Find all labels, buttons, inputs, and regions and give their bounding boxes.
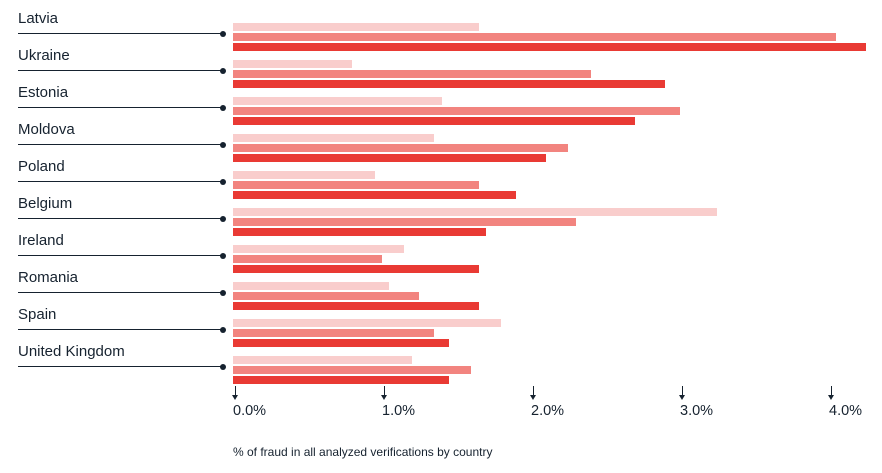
country-label-spain: Spain [18,306,57,323]
x-tick-label-1: 1.0% [382,403,416,419]
chart-caption: % of fraud in all analyzed verifications… [233,445,493,459]
leader-dot-united-kingdom [220,363,226,370]
bar-series-3-red-ukraine [233,80,666,88]
leader-dot-spain [220,326,226,333]
bar-series-3-red-romania [233,302,479,310]
bar-series-2-medium-estonia [233,107,680,115]
leader-line-poland [18,181,223,182]
leader-dot-romania [220,289,226,296]
x-tick-label-4: 4.0% [829,403,863,419]
bar-series-2-medium-romania [233,292,420,300]
leader-line-moldova [18,144,223,145]
tick-down-arrow-stem [532,386,534,396]
tick-down-arrow-stem [681,386,683,396]
tick-down-arrow-stem [383,386,385,396]
country-label-latvia: Latvia [18,10,59,27]
country-label-ukraine: Ukraine [18,47,70,64]
bar-series-2-medium-ireland [233,255,382,263]
bar-series-2-medium-moldova [233,144,569,152]
bar-series-3-red-moldova [233,154,546,162]
bar-series-1-light-belgium [233,208,718,216]
bar-series-2-medium-latvia [233,33,837,41]
bar-series-3-red-spain [233,339,450,347]
bar-series-1-light-moldova [233,134,435,142]
bar-series-2-medium-united-kingdom [233,366,472,374]
leader-dot-poland [220,178,226,185]
country-label-poland: Poland [18,158,65,175]
leader-dot-belgium [220,215,226,222]
bar-series-2-medium-ukraine [233,70,591,78]
bar-series-1-light-spain [233,319,502,327]
country-label-united-kingdom: United Kingdom [18,343,125,360]
bar-series-2-medium-belgium [233,218,576,226]
leader-line-united-kingdom [18,366,223,367]
country-label-ireland: Ireland [18,232,64,249]
bar-series-3-red-latvia [233,43,867,51]
leader-dot-ireland [220,252,226,259]
leader-dot-latvia [220,30,226,37]
bar-series-2-medium-spain [233,329,435,337]
bar-series-1-light-united-kingdom [233,356,412,364]
bar-series-1-light-ireland [233,245,405,253]
bar-series-3-red-united-kingdom [233,376,450,384]
country-label-moldova: Moldova [18,121,75,138]
bar-series-2-medium-poland [233,181,479,189]
tick-down-arrow-head [529,395,536,400]
bar-series-3-red-estonia [233,117,636,125]
tick-down-arrow-stem [234,386,236,396]
leader-line-ireland [18,255,223,256]
tick-down-arrow-head [380,395,387,400]
leader-line-belgium [18,218,223,219]
country-label-estonia: Estonia [18,84,69,101]
leader-line-latvia [18,33,223,34]
leader-dot-ukraine [220,67,226,74]
tick-down-arrow-head [827,395,834,400]
leader-dot-moldova [220,141,226,148]
country-label-belgium: Belgium [18,195,73,212]
bar-series-1-light-latvia [233,23,479,31]
tick-down-arrow-head [678,395,685,400]
bar-series-1-light-romania [233,282,390,290]
leader-line-estonia [18,107,223,108]
bar-series-3-red-belgium [233,228,487,236]
x-tick-label-0: 0.0% [233,403,267,419]
country-label-romania: Romania [18,269,79,286]
bar-series-1-light-poland [233,171,375,179]
tick-down-arrow-head [231,395,238,400]
bar-series-3-red-poland [233,191,517,199]
leader-line-spain [18,329,223,330]
leader-line-romania [18,292,223,293]
tick-down-arrow-stem [830,386,832,396]
x-tick-label-3: 3.0% [680,403,714,419]
leader-line-ukraine [18,70,223,71]
leader-dot-estonia [220,104,226,111]
bar-series-3-red-ireland [233,265,479,273]
bar-series-1-light-estonia [233,97,442,105]
bar-series-1-light-ukraine [233,60,353,68]
x-tick-label-2: 2.0% [531,403,565,419]
